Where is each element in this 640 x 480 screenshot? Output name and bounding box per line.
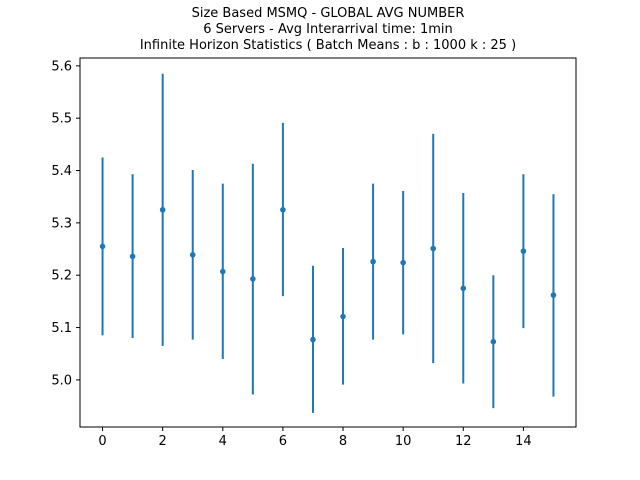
data-marks	[99, 73, 557, 413]
data-point-1	[129, 253, 136, 260]
chart-title: Size Based MSMQ - GLOBAL AVG NUMBER 6 Se…	[140, 6, 516, 53]
data-point-3	[189, 252, 196, 258]
data-point-11	[430, 245, 437, 252]
y-tick-label-5.2: 5.2	[51, 269, 72, 284]
data-point-2	[159, 206, 166, 213]
data-point-7	[310, 336, 316, 343]
x-tick-label-12: 12	[455, 434, 472, 449]
x-tick-label-10: 10	[395, 434, 412, 449]
x-tick-label-0: 0	[98, 434, 106, 449]
data-point-8	[340, 313, 346, 320]
y-tick-label-5.3: 5.3	[51, 216, 72, 231]
data-point-9	[370, 258, 376, 265]
data-point-0	[99, 243, 106, 250]
data-point-5	[250, 276, 256, 282]
data-point-10	[400, 259, 406, 266]
y-tick-label-5.6: 5.6	[51, 59, 72, 74]
data-point-13	[490, 338, 497, 345]
y-tick-label-5.1: 5.1	[51, 321, 72, 336]
x-tick-label-8: 8	[339, 434, 347, 449]
data-point-14	[520, 248, 527, 254]
plot-frame	[79, 57, 577, 428]
data-point-12	[460, 285, 467, 292]
x-axis: 0 2 4 6 8 10 12 14	[98, 427, 532, 449]
x-tick-label-4: 4	[219, 434, 227, 449]
title-line-3: Infinite Horizon Statistics ( Batch Mean…	[140, 38, 516, 53]
y-tick-label-5.4: 5.4	[51, 164, 72, 179]
data-point-6	[280, 206, 286, 213]
title-line-1: Size Based MSMQ - GLOBAL AVG NUMBER	[192, 6, 465, 21]
y-axis: 5.0 5.1 5.2 5.3 5.4 5.5 5.6	[51, 59, 80, 388]
data-point-4	[219, 268, 226, 275]
x-tick-label-2: 2	[159, 434, 167, 449]
y-tick-label-5.5: 5.5	[51, 112, 72, 127]
y-tick-label-5: 5.0	[51, 373, 72, 388]
x-tick-label-6: 6	[279, 434, 287, 449]
data-point-15	[550, 292, 557, 298]
x-tick-label-14: 14	[515, 434, 532, 449]
title-line-2: 6 Servers - Avg Interarrival time: 1min	[203, 22, 453, 37]
